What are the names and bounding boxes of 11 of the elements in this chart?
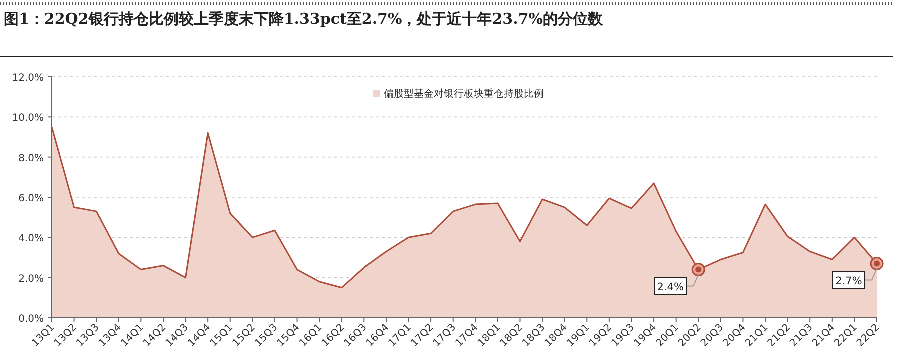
annotation: 2.7%: [836, 275, 862, 288]
y-tick-label: 4.0%: [18, 234, 44, 245]
y-tick-label: 12.0%: [12, 73, 44, 84]
y-tick-label: 0.0%: [18, 314, 44, 325]
legend: 偏股型基金对银行板块重仓持股比例: [373, 89, 544, 100]
chart-title: 图1：22Q2银行持仓比例较上季度末下降1.33pct至2.7%，处于近十年23.7%的分位数: [4, 10, 604, 28]
y-tick-label: 6.0%: [18, 194, 44, 204]
y-tick-label: 10.0%: [12, 113, 44, 124]
y-tick-label: 2.0%: [18, 274, 44, 285]
y-tick-label: 8.0%: [18, 153, 44, 164]
annotation: 2.4%: [657, 281, 684, 294]
